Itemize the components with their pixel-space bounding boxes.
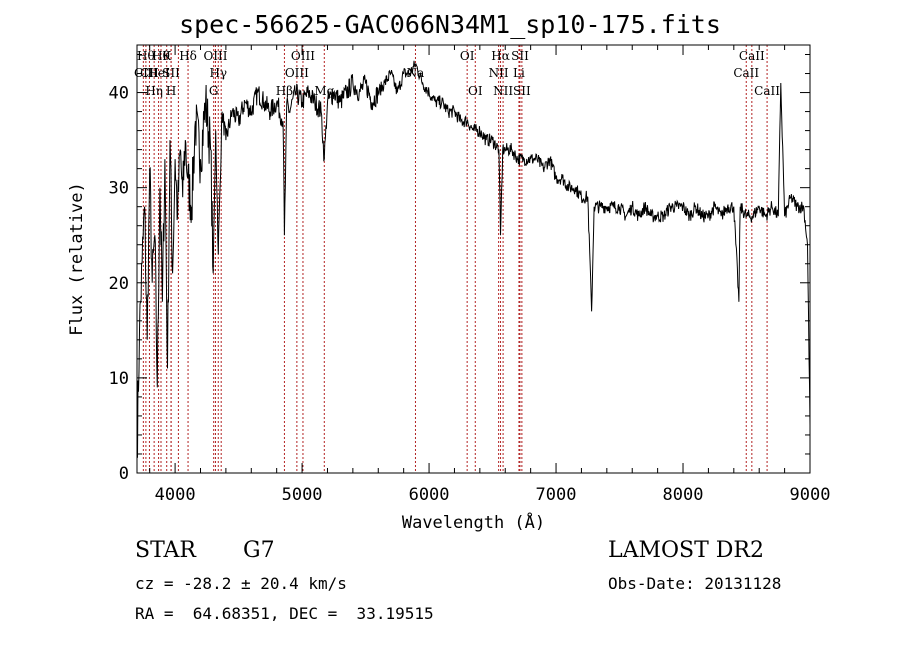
spectral-line-label: OIII [203, 49, 227, 63]
coordinates-readout: RA = 64.68351, DEC = 33.19515 [135, 604, 434, 623]
y-tick-label: 40 [109, 84, 129, 104]
spectral-line-label: Hθ [152, 49, 170, 63]
spectral-line-label: Hθ [137, 49, 155, 63]
y-axis-label: Flux (relative) [67, 182, 87, 336]
spectral-line-label: H [166, 84, 176, 98]
spectral-line-label: Hδ [179, 49, 197, 63]
x-tick-label: 4000 [155, 485, 196, 505]
spectral-line-label: CII [134, 66, 153, 80]
y-tick-label: 10 [109, 369, 129, 389]
spectral-line-label: SII [162, 66, 180, 80]
y-tick-label: 30 [109, 179, 129, 199]
obs-date: Obs-Date: 20131128 [608, 574, 782, 593]
chart-title: spec-56625-GAC066N34M1_sp10-175.fits [179, 10, 721, 39]
spectral-line-label: CaII [739, 49, 765, 63]
plot-frame [136, 44, 811, 474]
spectral-line-label: OIII [285, 66, 309, 80]
y-tick-label: 0 [119, 464, 129, 484]
axis-ticks: 4000 5000 6000 7000 8000 9000 0 10 20 30 40 [109, 45, 831, 505]
survey-name: LAMOST DR2 [608, 538, 764, 563]
object-type: STAR [135, 538, 196, 563]
spectral-line-label: Li [513, 66, 525, 80]
spectral-line-label: OIII [291, 49, 315, 63]
x-tick-label: 6000 [409, 485, 450, 505]
spectral-line-label: Hη [145, 84, 163, 98]
spectral-line-label: G [209, 84, 219, 98]
spectral-line-markers [142, 45, 768, 473]
spectral-line-label: CaII [733, 66, 759, 80]
x-tick-label: 7000 [536, 485, 577, 505]
spectral-line-label: Hγ [209, 66, 227, 80]
spectral-line-label: CaII [754, 84, 780, 98]
spectral-line-label: OI [468, 84, 483, 98]
spectral-line-label: SII [513, 84, 531, 98]
y-tick-label: 20 [109, 274, 129, 294]
spectral-line-label: CII [140, 66, 159, 80]
x-axis-label: Wavelength (Å) [402, 511, 545, 533]
spectral-line-label: HeI [147, 66, 170, 80]
x-tick-label: 8000 [663, 485, 704, 505]
redshift-readout: cz = -28.2 ± 20.4 km/s [135, 574, 347, 593]
x-tick-label: 9000 [790, 485, 831, 505]
spectral-line-label: Hβ [276, 84, 293, 98]
spectral-line-label: SII [511, 49, 529, 63]
spectrum-series-line [136, 60, 811, 458]
object-subclass: G7 [243, 538, 275, 563]
x-tick-label: 5000 [282, 485, 323, 505]
spectral-line-label: NII [493, 84, 513, 98]
spectral-line-label: NII [489, 66, 509, 80]
spectral-line-label: Hα [491, 49, 510, 63]
spectral-line-labels: CIIHθCIIHηHeIHθKHSIIHδGOIIIHγHβOIIIOIIIM… [134, 49, 780, 98]
spectral-line-label: OI [460, 49, 475, 63]
spectral-line-label: K [162, 49, 172, 63]
